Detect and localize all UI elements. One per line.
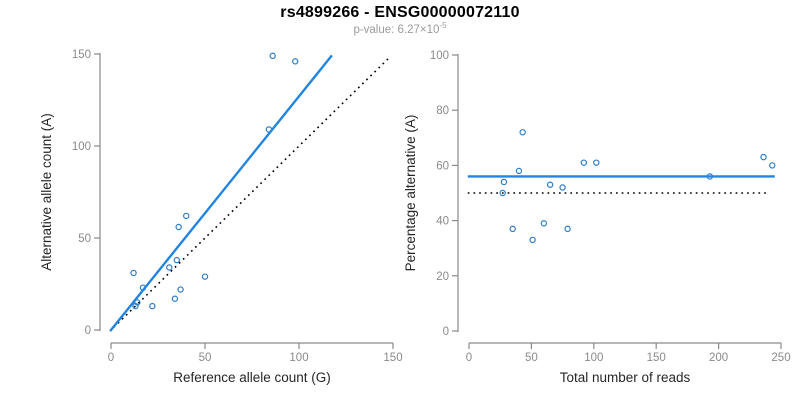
p-value-exponent: -5 (439, 21, 447, 31)
x-tick-label: 0 (466, 352, 472, 364)
data-point (166, 264, 173, 271)
figure-subtitle: p-value: 6.27×10-5 (0, 21, 800, 36)
p-value-text: p-value: 6.27×10 (353, 24, 440, 36)
x-tick-label: 200 (709, 352, 728, 364)
y-tick-label: 150 (72, 49, 91, 61)
data-point (540, 220, 548, 227)
figure-title: rs4899266 - ENSG00000072110 (280, 4, 520, 21)
x-tick-label: 150 (647, 352, 666, 364)
y-tick-label: 0 (85, 325, 91, 337)
data-point (519, 129, 526, 136)
data-point (201, 273, 209, 280)
x-tick-label: 0 (108, 352, 114, 364)
data-point (760, 153, 767, 161)
x-axis-title: Reference allele count (G) (173, 370, 331, 385)
data-point (500, 178, 508, 186)
data-point (292, 58, 299, 65)
data-point (559, 184, 566, 191)
x-tick-label: 50 (525, 352, 538, 364)
x-tick-label: 50 (199, 352, 212, 364)
data-point (593, 159, 600, 166)
x-tick-label: 250 (771, 352, 790, 364)
y-tick-label: 0 (443, 326, 449, 338)
data-point (546, 181, 554, 188)
x-tick-label: 150 (383, 352, 402, 364)
data-point (177, 286, 184, 293)
x-tick-label: 100 (584, 352, 603, 364)
y-tick-label: 60 (436, 160, 449, 172)
x-axis-title: Total number of reads (560, 370, 691, 385)
y-tick-label: 100 (430, 50, 449, 62)
data-point (509, 225, 516, 233)
identity-line (113, 57, 390, 328)
data-point (564, 225, 571, 233)
data-point (499, 189, 506, 197)
data-point (529, 236, 536, 244)
data-point (132, 302, 139, 310)
data-point (182, 212, 190, 220)
x-tick-label: 100 (289, 352, 308, 364)
data-point (769, 162, 776, 169)
y-tick-label: 50 (78, 233, 91, 245)
y-tick-label: 20 (436, 271, 449, 283)
y-axis-title: Alternative allele count (A) (39, 113, 54, 271)
regression-line (109, 54, 333, 332)
data-point (580, 159, 588, 166)
data-point (171, 295, 179, 302)
data-point (149, 302, 156, 310)
data-point (173, 256, 180, 264)
data-point (515, 167, 523, 175)
y-axis-title: Percentage alternative (A) (403, 115, 418, 272)
data-point (269, 52, 276, 60)
data-point (130, 269, 137, 277)
y-tick-label: 40 (436, 216, 449, 228)
y-tick-label: 100 (72, 141, 91, 153)
data-point (175, 223, 182, 231)
y-tick-label: 80 (436, 105, 449, 117)
